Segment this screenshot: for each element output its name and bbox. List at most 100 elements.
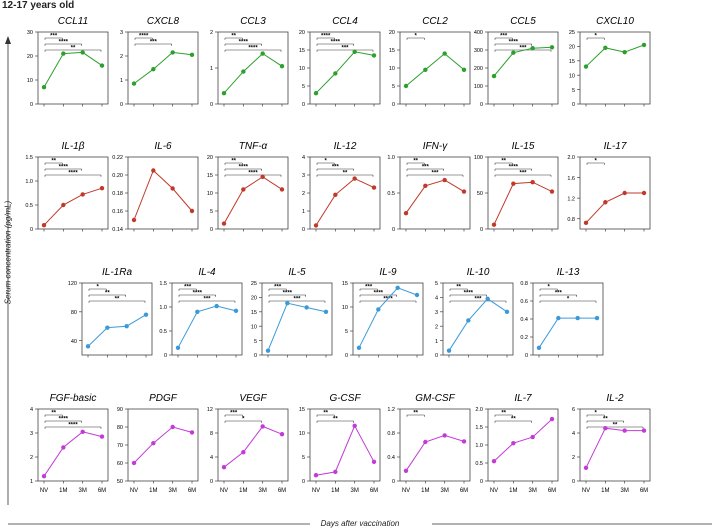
data-point [423, 67, 428, 73]
data-point [189, 52, 195, 57]
y-tick-label: 2.0 [567, 155, 575, 161]
sig-label: *** [332, 165, 340, 171]
sig-label: **** [68, 423, 78, 429]
sig-label: **** [239, 165, 249, 171]
y-tick-label: 5 [302, 455, 305, 461]
y-tick-label: 0 [572, 102, 575, 108]
sig-label: *** [50, 34, 58, 40]
data-point [260, 51, 265, 56]
series-line [43, 187, 103, 226]
data-point [511, 50, 516, 55]
x-tick-label: 1M [421, 488, 429, 494]
y-tick-label: 0 [210, 479, 213, 485]
sig-label: *** [555, 291, 563, 297]
y-tick-label: 15 [251, 310, 257, 316]
chart-title: IL-12 [334, 141, 357, 152]
data-point [603, 200, 608, 205]
data-point [461, 67, 467, 73]
data-point [333, 192, 338, 197]
sig-label: ** [511, 417, 516, 423]
x-tick-label: NV [312, 488, 320, 494]
x-tick-label: 3M [440, 488, 448, 494]
y-tick-label: 15 [207, 173, 213, 179]
series-line [223, 176, 283, 224]
sig-label: *** [184, 285, 192, 291]
y-tick-label: 0 [30, 102, 33, 108]
y-tick-label: 0 [525, 353, 528, 359]
data-point [423, 183, 428, 188]
data-point [151, 168, 156, 173]
data-point [189, 208, 195, 214]
data-point [575, 315, 580, 321]
y-tick-label: 0 [302, 102, 305, 108]
series-line [267, 302, 327, 351]
sig-label: ** [333, 417, 338, 423]
y-tick-label: 0 [572, 479, 575, 485]
x-tick-label: NV [582, 488, 590, 494]
y-tick-label: 200 [474, 66, 483, 72]
data-point [333, 469, 338, 475]
y-tick-label: 2 [30, 455, 33, 461]
data-point [260, 424, 265, 429]
y-tick-label: 5 [572, 88, 575, 94]
sig-label: * [547, 285, 550, 291]
chart-title: IL-9 [379, 267, 397, 278]
y-tick-label: 2 [120, 54, 123, 60]
data-point [221, 221, 227, 226]
data-point [530, 434, 535, 440]
sig-label: *** [431, 171, 439, 177]
data-point [603, 426, 608, 431]
chart-title: CCL3 [240, 16, 266, 27]
data-point [414, 292, 420, 298]
y-tick-label: 25 [251, 281, 257, 287]
y-tick-label: 0.4 [387, 455, 395, 461]
y-tick-label: 0 [392, 479, 395, 485]
chart-title: CXCL8 [147, 16, 180, 27]
y-tick-label: 0 [120, 102, 123, 108]
y-tick-label: 3 [302, 173, 305, 179]
data-point [583, 220, 589, 226]
data-point [442, 177, 447, 183]
x-tick-label: NV [130, 488, 138, 494]
y-tick-label: 1.0 [387, 155, 395, 161]
data-point [461, 439, 467, 444]
chart-panel-pdgf: PDGF 50 60 70 80 90 NV 1M 3M 6M [117, 393, 199, 494]
chart-panel-g-csf: G-CSF 0 5 10 15 NV 1M 3M 6M ** ** [299, 393, 381, 494]
chart-title: IL-1β [62, 141, 85, 152]
sig-label: *** [474, 297, 482, 303]
chart-panel-cxcl8: CXCL8 0 1 2 3 ******* [120, 16, 199, 108]
data-point [556, 315, 561, 321]
y-tick-label: 0 [480, 479, 483, 485]
y-tick-label: 5 [254, 339, 257, 345]
chart-panel-il-7: IL-7 0 0.5 1.0 1.5 2.0 NV 1M 3M 6M ** ** [475, 393, 559, 494]
data-point [352, 49, 357, 54]
y-tick-label: 1.0 [25, 179, 33, 185]
series-line [315, 424, 375, 476]
data-point [241, 187, 246, 192]
data-point [41, 474, 47, 479]
x-tick-label: 3M [528, 488, 536, 494]
y-tick-label: 5 [345, 329, 348, 335]
y-tick-label: 50 [117, 479, 123, 485]
y-tick-label: 10 [299, 66, 305, 72]
data-point [61, 51, 66, 56]
data-point [442, 51, 447, 56]
sig-label: *** [150, 40, 158, 46]
series-line [177, 305, 237, 349]
sig-label: *** [341, 46, 349, 52]
series-line [538, 317, 597, 349]
sig-label: **** [193, 291, 203, 297]
y-tick-label: 4 [30, 407, 33, 413]
series-line [585, 192, 644, 224]
data-point [260, 174, 265, 179]
sig-label: ** [613, 423, 618, 429]
x-tick-label: NV [40, 488, 48, 494]
y-tick-label: 10 [389, 66, 395, 72]
x-tick-label: 6M [370, 488, 378, 494]
y-tick-label: 5 [392, 84, 395, 90]
y-tick-label: 0 [254, 353, 257, 359]
chart-title: IFN-γ [423, 141, 448, 152]
